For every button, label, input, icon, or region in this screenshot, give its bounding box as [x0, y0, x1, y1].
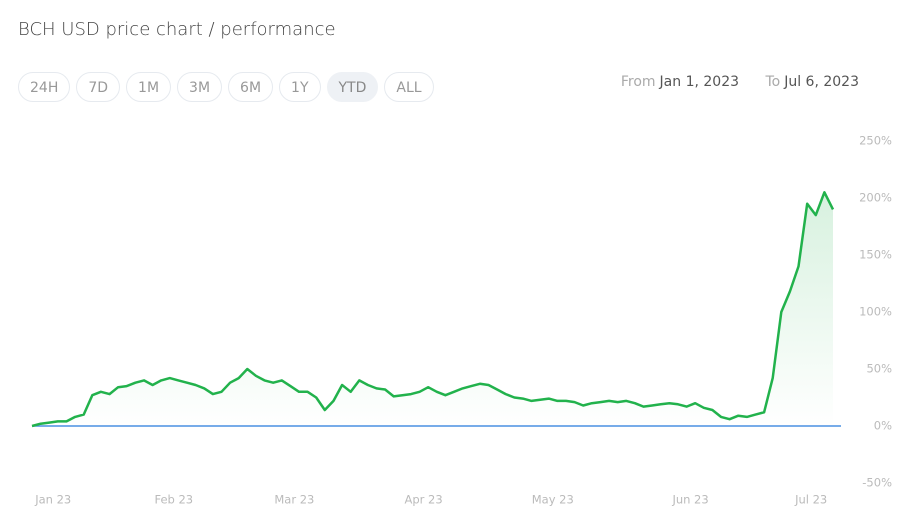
- range-button[interactable]: ALL: [384, 72, 434, 102]
- price-line: [31, 191, 835, 428]
- from-label: From: [620, 74, 656, 90]
- y-tick-label: 100%: [859, 305, 892, 319]
- x-tick-label: Jan 23: [34, 493, 71, 507]
- range-button[interactable]: 7D: [76, 72, 121, 102]
- x-tick-label: Feb 23: [154, 493, 193, 507]
- range-button[interactable]: 3M: [177, 72, 223, 102]
- y-tick-label: 200%: [859, 191, 892, 205]
- to-date[interactable]: Jul 6, 2023: [784, 74, 859, 90]
- range-buttons: 24H 7D 1M 3M 6M 1Y YTD ALL: [18, 72, 434, 102]
- from-date[interactable]: Jan 1, 2023: [659, 74, 740, 90]
- y-tick-label: 0%: [874, 419, 892, 433]
- title: BCH USD price chart / performance: [18, 19, 336, 40]
- x-tick-label: Jun 23: [671, 493, 708, 507]
- range-button[interactable]: 1Y: [279, 72, 321, 102]
- range-button[interactable]: 24H: [18, 72, 71, 102]
- range-button[interactable]: 6M: [228, 72, 274, 102]
- y-tick-label: 150%: [859, 248, 892, 262]
- x-tick-label: Mar 23: [274, 493, 314, 507]
- x-tick-label: Jul 23: [794, 493, 827, 507]
- y-tick-label: 50%: [866, 362, 892, 376]
- range-button[interactable]: 1M: [126, 72, 172, 102]
- area: [32, 192, 833, 426]
- y-tick-label: -50%: [862, 476, 892, 490]
- y-tick-label: 250%: [859, 134, 892, 148]
- to-label: To: [765, 74, 781, 90]
- date-range: From Jan 1, 2023 To Jul 6, 2023: [621, 74, 859, 90]
- x-tick-label: May 23: [532, 493, 574, 507]
- range-button[interactable]: YTD: [326, 72, 379, 102]
- x-tick-label: Apr 23: [404, 493, 442, 507]
